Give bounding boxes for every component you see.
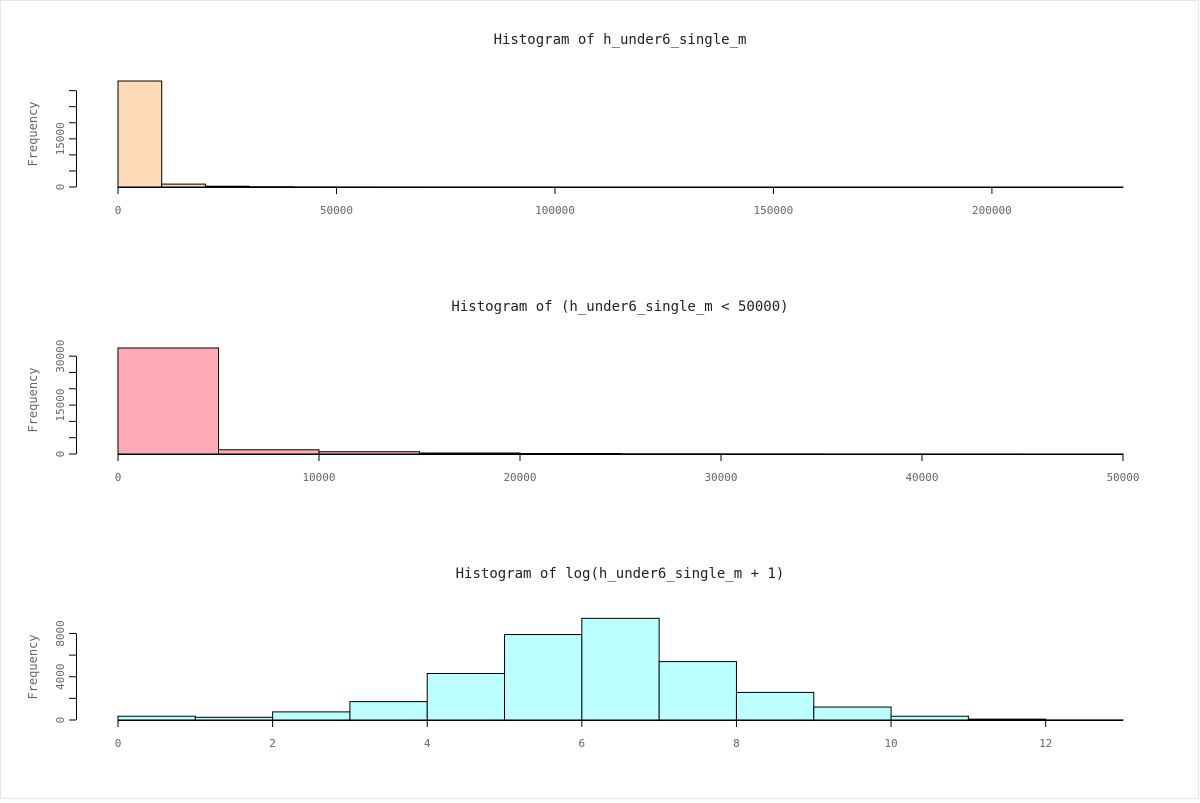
histogram-bar <box>118 716 195 720</box>
y-tick-label: 0 <box>54 184 67 191</box>
x-tick-label: 200000 <box>972 204 1012 217</box>
x-tick-label: 150000 <box>754 204 794 217</box>
histogram-bar <box>273 712 350 720</box>
y-tick-label: 4000 <box>54 663 67 690</box>
x-tick-label: 50000 <box>320 204 353 217</box>
histogram-bar <box>659 662 736 720</box>
x-tick-label: 4 <box>424 737 431 750</box>
x-tick-label: 2 <box>269 737 276 750</box>
histogram-bar <box>891 716 968 720</box>
histogram-bar <box>205 186 249 187</box>
x-tick-label: 10000 <box>302 471 335 484</box>
panel-3: Histogram of log(h_under6_single_m + 1) … <box>26 566 1123 750</box>
x-tick-label: 50000 <box>1106 471 1139 484</box>
panel-3-plot: 0 2 4 6 8 10 12 0 4000 8000 <box>54 618 1123 750</box>
x-tick-label: 0 <box>115 737 122 750</box>
x-tick-label: 30000 <box>704 471 737 484</box>
x-tick-label: 12 <box>1039 737 1052 750</box>
x-tick-label: 40000 <box>905 471 938 484</box>
panel-3-title: Histogram of log(h_under6_single_m + 1) <box>456 566 785 582</box>
y-tick-label: 15000 <box>54 122 67 155</box>
x-tick-label: 0 <box>115 204 122 217</box>
histogram-bar <box>582 618 659 720</box>
histogram-bar <box>319 452 420 454</box>
y-tick-label: 8000 <box>54 620 67 647</box>
histogram-bar <box>505 635 582 720</box>
panel-3-ylabel: Frequency <box>26 634 40 699</box>
histogram-bar <box>968 719 1045 720</box>
histogram-bar <box>814 707 891 720</box>
histogram-bar <box>118 348 219 454</box>
panel-1: Histogram of h_under6_single_m Frequency… <box>26 32 1123 217</box>
histogram-bar <box>736 692 813 720</box>
histogram-bar <box>350 702 427 720</box>
panel-2-ylabel: Frequency <box>26 367 40 432</box>
panel-2-plot: 0 10000 20000 30000 40000 50000 0 15000 30000 <box>54 340 1140 484</box>
panel-1-title: Histogram of h_under6_single_m <box>494 32 747 48</box>
y-tick-label: 15000 <box>54 389 67 422</box>
x-tick-label: 10 <box>884 737 897 750</box>
y-tick-label: 30000 <box>54 340 67 373</box>
y-tick-label: 0 <box>54 717 67 724</box>
histogram-bar <box>162 184 206 187</box>
histogram-bar <box>195 717 272 720</box>
y-tick-label: 0 <box>54 451 67 458</box>
x-tick-label: 8 <box>733 737 740 750</box>
x-tick-label: 20000 <box>503 471 536 484</box>
panel-2-title: Histogram of (h_under6_single_m < 50000) <box>451 299 788 315</box>
x-tick-label: 6 <box>579 737 586 750</box>
x-tick-label: 100000 <box>535 204 575 217</box>
panel-1-plot: 0 50000 100000 150000 200000 0 15000 <box>54 81 1123 217</box>
panel-1-ylabel: Frequency <box>26 101 40 166</box>
panel-2: Histogram of (h_under6_single_m < 50000)… <box>26 299 1140 484</box>
histogram-bar <box>118 81 162 187</box>
histogram-bar <box>427 673 504 720</box>
histogram-bar <box>420 453 521 454</box>
x-tick-label: 0 <box>115 471 122 484</box>
histogram-bar <box>219 450 320 454</box>
